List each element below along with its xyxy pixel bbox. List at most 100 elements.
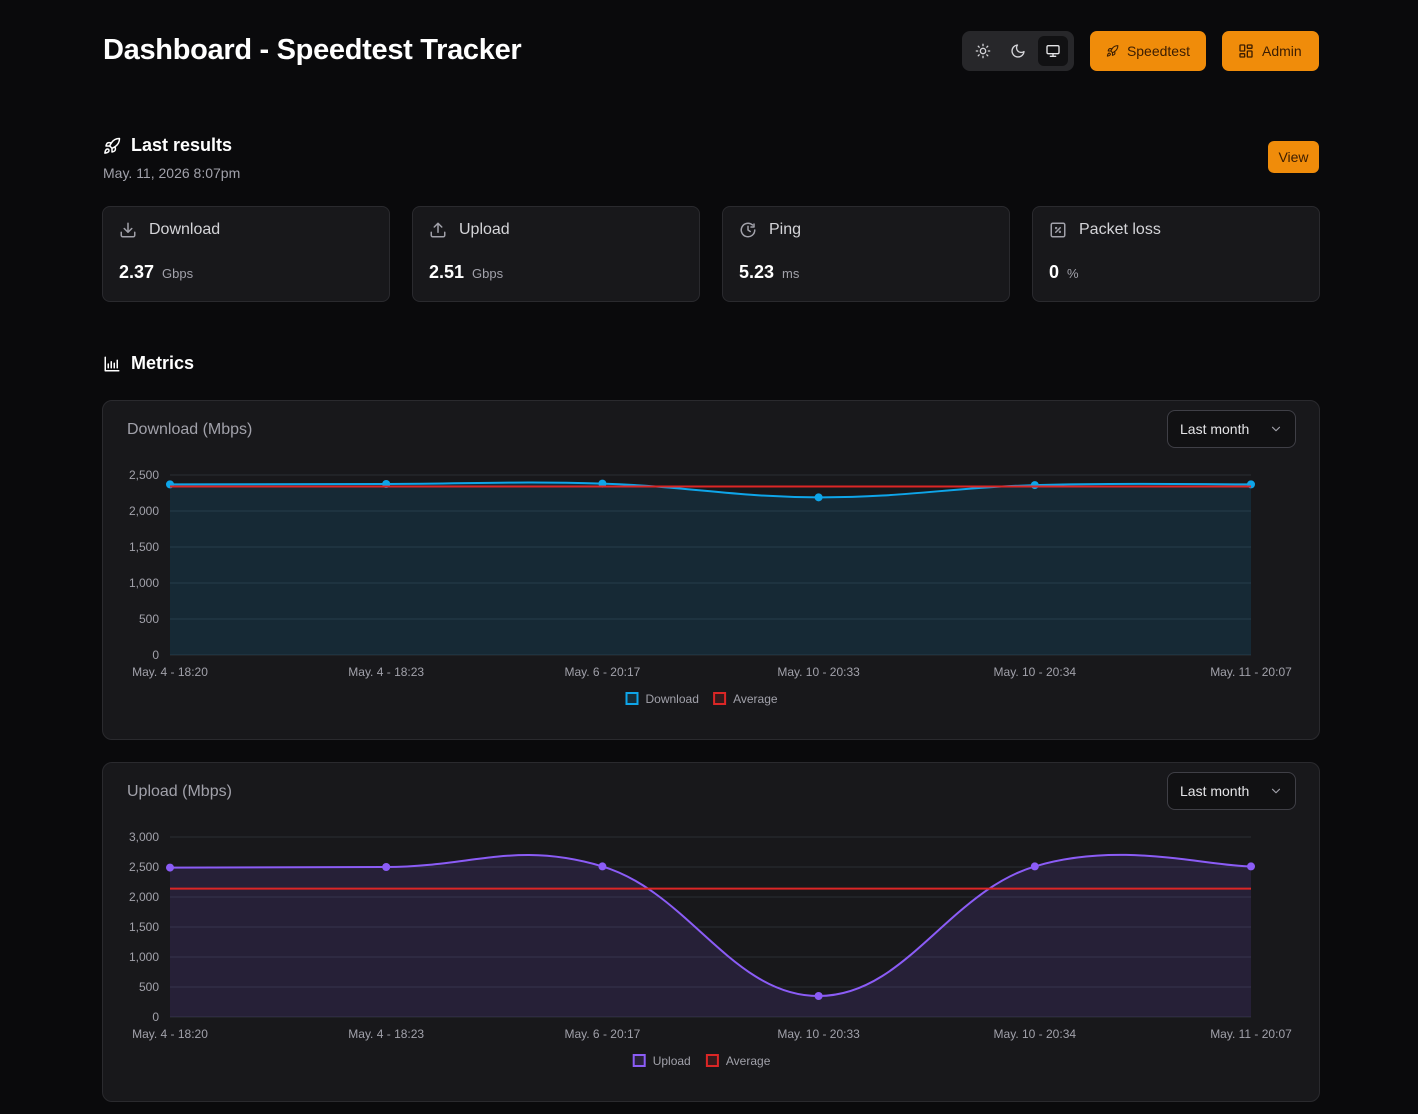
x-tick-label: May. 4 - 18:23 [348,665,424,679]
y-tick-label: 2,000 [129,890,159,904]
data-point [1030,481,1039,490]
legend-swatch [713,692,727,705]
metrics-title: Metrics [131,353,195,373]
x-tick-label: May. 10 - 20:33 [777,1027,860,1041]
upload-chart: 0 500 1,000 1,500 2,000 2,500 3,000 May. 4 - 18… [129,830,1292,1068]
data-point [166,863,174,872]
admin-button[interactable]: Admin [1222,31,1319,71]
stat-label: Download [119,221,220,239]
stat-label: Packet loss [1049,221,1161,239]
y-tick-label: 1,000 [129,950,159,964]
rocket-icon [1106,45,1119,57]
upload-range-select[interactable]: Last month [1167,772,1296,810]
upload-stat-card: Upload 2.51 Gbps [412,206,700,302]
ping-label: Ping [769,221,802,238]
sun-icon [975,43,991,59]
legend-label: Upload [653,1054,691,1068]
download-unit: Gbps [162,266,194,281]
stat-value: 2.37 Gbps [119,262,193,283]
chevron-down-icon [1271,788,1281,794]
last-results-title: Last results [131,135,233,155]
data-point [814,493,823,502]
x-tick-label: May. 10 - 20:34 [994,665,1077,679]
download-chart: 0 500 1,000 1,500 2,000 2,500 May. 4 - 18:20 Ma… [129,468,1292,706]
admin-button-label: Admin [1262,43,1302,59]
stat-label: Upload [429,221,510,239]
packet-loss-unit: % [1067,266,1079,281]
download-value: 2.37 [119,262,155,282]
y-tick-label: 500 [139,980,159,994]
legend-swatch [705,1054,719,1067]
series-line [169,853,1252,998]
x-tick-label: May. 10 - 20:34 [994,1027,1077,1041]
legend-swatch [632,1054,646,1067]
y-tick-label: 1,000 [129,576,159,590]
y-tick-label: 2,000 [129,504,159,518]
legend-label: Download [646,692,699,706]
data-point [382,863,391,871]
upload-unit: Gbps [472,266,504,281]
metrics-heading: Metrics [103,353,194,374]
y-tick-label: 1,500 [129,540,159,554]
series-area [170,482,1251,655]
stat-value: 5.23 ms [739,262,799,283]
view-button[interactable]: View [1268,141,1319,173]
y-tick-label: 500 [139,612,159,626]
series-area [170,854,1251,1017]
chart-title: Upload (Mbps) [127,783,232,800]
data-point [814,992,823,1000]
stat-label: Ping [739,221,801,239]
packet-loss-stat-card: Packet loss 0 % [1032,206,1320,302]
chart-title: Download (Mbps) [127,421,253,438]
x-tick-label: May. 4 - 18:20 [132,1027,208,1041]
select-value: Last month [1180,421,1250,437]
monitor-icon [1045,45,1060,57]
system-theme-button[interactable] [1037,36,1068,66]
packet-loss-label: Packet loss [1079,221,1161,238]
download-range-select[interactable]: Last month [1167,410,1296,448]
series-line [169,481,1252,499]
y-tick-label: 1,500 [129,920,159,934]
ping-stat-card: Ping 5.23 ms [722,206,1010,302]
x-tick-label: May. 11 - 20:07 [1210,665,1292,679]
theme-switcher [962,31,1074,71]
y-tick-label: 0 [152,1010,159,1024]
percent-icon [1050,222,1066,238]
rocket-icon [104,137,121,154]
moon-icon [1011,44,1025,58]
upload-value: 2.51 [429,262,465,282]
ping-unit: ms [782,266,800,281]
speedtest-button[interactable]: Speedtest [1090,31,1206,71]
x-tick-label: May. 4 - 18:20 [132,665,208,679]
x-tick-label: May. 10 - 20:33 [777,665,860,679]
y-tick-label: 3,000 [129,830,159,844]
download-stat-card: Download 2.37 Gbps [102,206,390,302]
x-tick-label: May. 11 - 20:07 [1210,1027,1292,1041]
chart-icon [104,356,120,371]
stat-value: 0 % [1049,262,1079,283]
grid-icon [1239,44,1253,58]
upload-label: Upload [459,221,510,238]
x-tick-label: May. 6 - 20:17 [564,1027,640,1041]
stat-value: 2.51 Gbps [429,262,503,283]
x-tick-label: May. 4 - 18:23 [348,1027,424,1041]
dark-theme-button[interactable] [1003,36,1033,66]
download-chart-card: Download (Mbps) Last month 0 500 1,000 1,50… [102,400,1320,740]
packet-loss-value: 0 [1049,262,1060,282]
select-value: Last month [1180,783,1250,799]
upload-icon [430,222,446,238]
legend-swatch [625,692,639,705]
upload-chart-card: Upload (Mbps) Last month 0 500 1,000 1,500 2… [102,762,1320,1102]
y-tick-label: 2,500 [129,860,159,874]
download-label: Download [149,221,221,238]
clock-icon [740,222,756,238]
light-theme-button[interactable] [968,36,998,66]
legend-label: Average [733,692,778,706]
data-point [1030,862,1039,871]
data-point [1247,862,1255,871]
last-results-heading: Last results [103,135,232,156]
x-tick-label: May. 6 - 20:17 [564,665,640,679]
last-results-date: May. 11, 2026 8:07pm [103,165,241,181]
y-tick-label: 0 [152,648,159,662]
data-point [598,862,607,871]
